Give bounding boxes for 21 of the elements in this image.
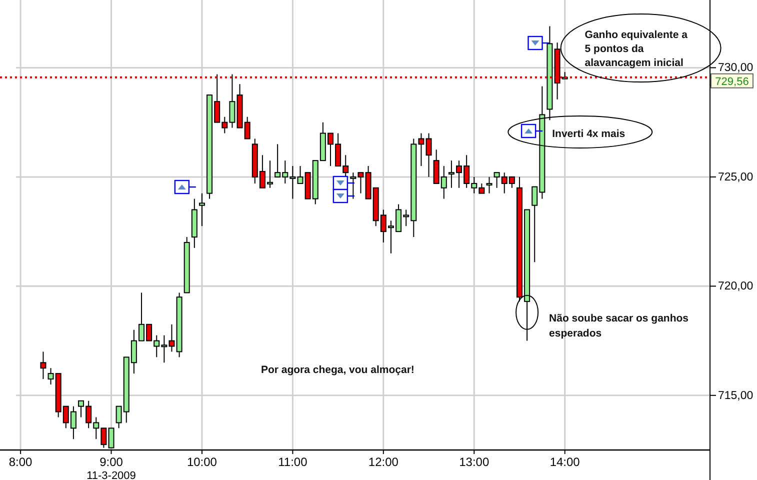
x-tick-label: 8:00 xyxy=(8,455,33,469)
y-tick-label: 730,00 xyxy=(718,62,754,74)
candlestick xyxy=(486,176,492,194)
annotation: Inverti 4x mais xyxy=(552,128,626,140)
x-axis-title: 11-3-2009 xyxy=(86,470,136,480)
candlestick xyxy=(198,192,205,227)
candlestick xyxy=(426,132,432,178)
x-tick-label: 13:00 xyxy=(459,455,490,469)
annotation: Não soube sacar os ganhos esperados xyxy=(549,312,689,340)
y-tick-label: 725,00 xyxy=(718,171,754,184)
x-tick-label: 14:00 xyxy=(550,455,580,469)
x-tick-label: 11:00 xyxy=(278,455,308,469)
y-tick-label: 715,00 xyxy=(718,390,754,402)
ref-line-label: 729,56 xyxy=(715,76,749,88)
annotation: Ganho equivalente a 5 pontos da alavancagem inicial xyxy=(584,29,688,69)
annotation: Por agora chega, vou almoçar! xyxy=(260,364,414,376)
x-tick-label: 10:00 xyxy=(186,455,218,469)
y-tick-label: 720,00 xyxy=(718,280,754,293)
x-tick-label: 12:00 xyxy=(368,455,399,469)
x-tick-label: 9:00 xyxy=(100,455,124,469)
candlestick xyxy=(40,351,46,380)
